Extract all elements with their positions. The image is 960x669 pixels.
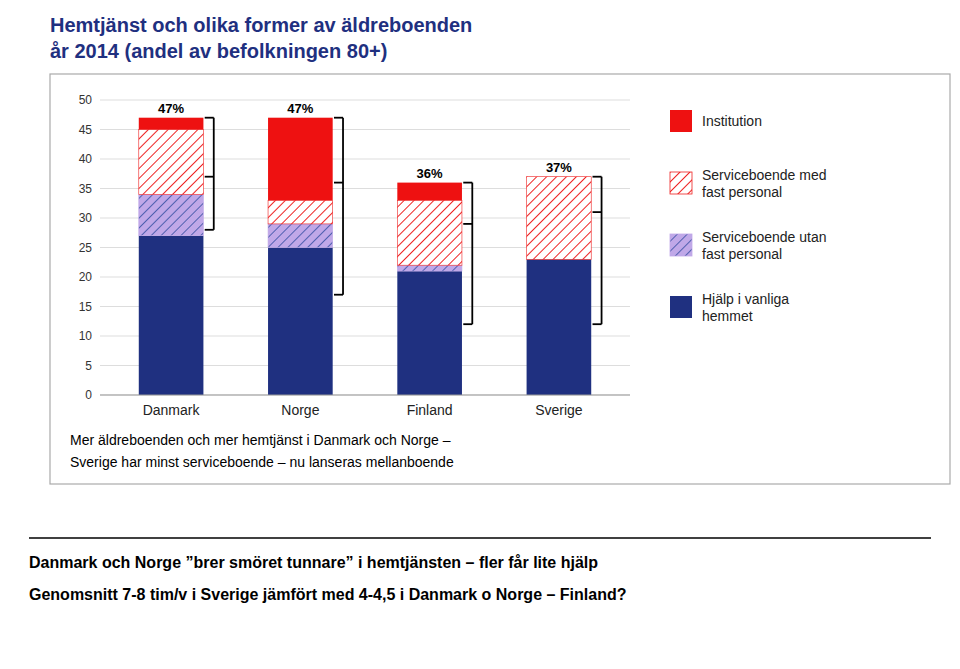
subtitle: år 2014 (andel av befolkningen 80+) [50,40,387,62]
legend-label: Hjälp i vanligahemmet [702,291,789,324]
bracket-tick [463,323,472,325]
x-axis-line [100,395,630,396]
total-label: 36% [417,166,443,181]
y-tick-label: 20 [79,270,93,284]
bar-segment [527,259,592,395]
bottom-text: Danmark och Norge ”brer smöret tunnare” … [29,554,598,571]
bracket-tick [463,223,472,225]
bracket-tick [593,323,602,325]
legend-swatch [670,172,692,194]
bracket-vertical [213,118,215,230]
x-tick-label: Finland [407,402,453,418]
legend-label-line: fast personal [702,184,782,200]
bracket-tick [205,176,214,178]
bracket-vertical [601,177,603,325]
x-tick-label: Danmark [143,402,201,418]
legend-label-line: Serviceboende med [702,167,827,183]
bars [139,118,591,395]
legend-label-line: Serviceboende utan [702,229,827,245]
brackets [205,118,602,325]
legend-label-line: fast personal [702,246,782,262]
bar-segment [139,194,204,235]
y-tick-label: 25 [79,241,93,255]
bar-segment [397,200,462,265]
y-tick-label: 15 [79,300,93,314]
footnote: Mer äldreboenden och mer hemtjänst i Dan… [70,432,451,448]
bar-segment [527,177,592,260]
total-label: 37% [546,160,572,175]
bracket-tick [205,117,214,119]
y-axis: 0 5 10 15 20 25 30 35 40 45 50 [79,93,630,402]
bar-segment [268,118,333,201]
legend-label: Institution [702,113,762,129]
bar-segment [139,236,204,395]
total-label: 47% [158,101,184,116]
y-tick-label: 50 [79,93,93,107]
bar-segment [139,130,204,195]
y-tick-label: 30 [79,211,93,225]
bracket-tick [205,229,214,231]
bracket-tick [463,182,472,184]
bracket-tick [334,294,343,296]
bar-segment [139,118,204,130]
legend-label-line: Institution [702,113,762,129]
x-tick-label: Norge [281,402,319,418]
x-tick-label: Sverige [535,402,583,418]
legend-label: Serviceboende medfast personal [702,167,827,200]
legend-label: Serviceboende utanfast personal [702,229,827,262]
legend-swatch [670,296,692,318]
bar-segment [268,224,333,248]
legend-label-line: hemmet [702,308,753,324]
bar-segment [268,200,333,224]
grid-line [100,395,630,396]
bar-segment [397,183,462,201]
legend-label-line: Hjälp i vanliga [702,291,789,307]
total-label: 47% [287,101,313,116]
bracket-tick [593,211,602,213]
chart: Hemtjänst och olika former av äldreboend… [0,0,960,669]
y-tick-label: 45 [79,123,93,137]
bottom-text: Genomsnitt 7-8 tim/v i Sverige jämfört m… [29,586,626,603]
footnote: Sverige har minst serviceboende – nu lan… [70,454,454,470]
bracket-vertical [471,183,473,325]
bracket-tick [334,182,343,184]
bracket-tick [334,117,343,119]
chart-border [50,74,950,484]
bar-segment [397,265,462,271]
y-tick-label: 35 [79,182,93,196]
legend-swatch [670,110,692,132]
separator [29,537,931,539]
bracket-vertical [342,118,344,295]
title: Hemtjänst och olika former av äldreboend… [50,14,472,36]
legend: InstitutionServiceboende medfast persona… [670,110,827,324]
bracket-tick [593,176,602,178]
bar-segment [268,248,333,396]
legend-swatch [670,234,692,256]
y-tick-label: 40 [79,152,93,166]
y-tick-label: 10 [79,329,93,343]
bar-segment [397,271,462,395]
y-tick-label: 0 [85,388,92,402]
y-tick-label: 5 [85,359,92,373]
